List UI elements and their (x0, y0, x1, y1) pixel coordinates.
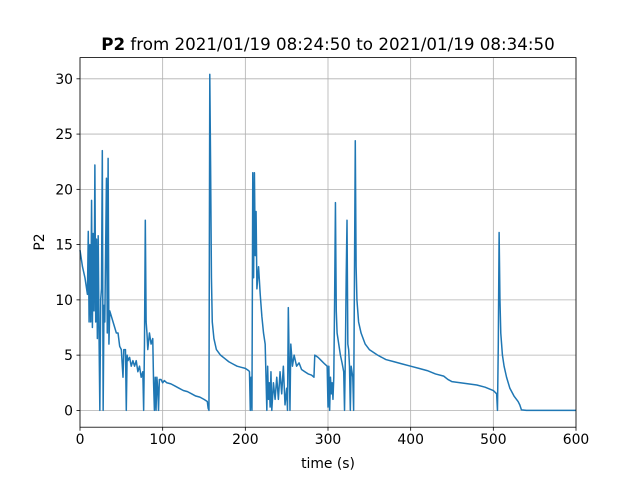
x-axis-label: time (s) (301, 456, 355, 472)
y-tick-label: 25 (55, 127, 73, 143)
x-tick-label: 600 (563, 432, 590, 448)
y-tick-label: 0 (64, 403, 73, 419)
y-tick-label: 5 (64, 348, 73, 364)
title-bold: P2 (101, 34, 125, 54)
y-tick-label: 10 (55, 293, 73, 309)
plot-area (79, 73, 576, 412)
title-rest: from 2021/01/19 08:24:50 to 2021/01/19 0… (130, 34, 554, 54)
y-tick-label: 20 (55, 182, 73, 198)
chart-title: P2 from 2021/01/19 08:24:50 to 2021/01/1… (101, 34, 555, 54)
x-tick-label: 200 (232, 432, 259, 448)
x-tick-label: 100 (149, 432, 176, 448)
x-tick-label: 300 (315, 432, 342, 448)
y-tick-label: 15 (55, 238, 73, 254)
y-tick-label: 30 (55, 72, 73, 88)
x-tick-label: 500 (480, 432, 507, 448)
data-line (79, 73, 576, 412)
x-tick-label: 0 (76, 432, 85, 448)
y-axis-label: P2 (32, 233, 48, 250)
x-tick-label: 400 (397, 432, 424, 448)
grid (79, 57, 577, 428)
